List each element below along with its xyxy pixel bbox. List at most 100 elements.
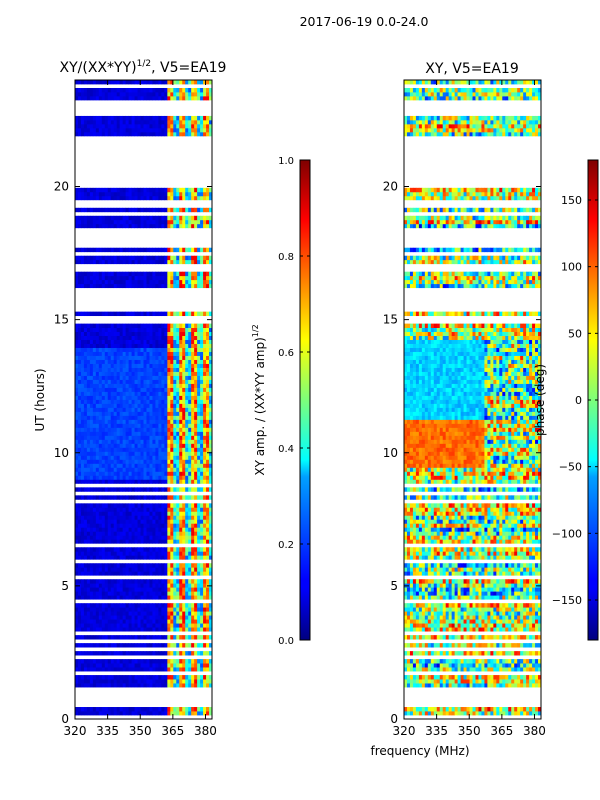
amplitude-cell (155, 475, 159, 480)
amplitude-cell (89, 407, 94, 412)
amplitude-cell (179, 219, 183, 225)
amplitude-cell (152, 395, 156, 400)
amplitude-cell (197, 191, 201, 197)
amplitude-cell (107, 187, 112, 193)
amplitude-cell (152, 411, 156, 416)
amplitude-cell (131, 535, 135, 540)
amplitude-cell (134, 611, 138, 616)
amplitude-cell (86, 531, 91, 536)
amplitude-cell (104, 403, 109, 408)
amplitude-cell (89, 679, 94, 684)
amplitude-cell (197, 595, 201, 600)
amplitude-cell (200, 583, 204, 588)
amplitude-cell (206, 611, 210, 616)
amplitude-cell (188, 123, 192, 129)
amplitude-cell (158, 583, 162, 588)
amplitude-cell (161, 643, 165, 648)
amplitude-cell (209, 603, 213, 608)
amplitude-cell (149, 511, 153, 516)
amplitude-cell (161, 247, 165, 253)
amplitude-cell (128, 127, 132, 133)
amplitude-cell (98, 375, 103, 380)
amplitude-cell (131, 427, 135, 432)
amplitude-cell (203, 419, 207, 424)
amplitude-cell (110, 659, 115, 664)
amplitude-cell (75, 711, 79, 716)
amplitude-cell (185, 219, 189, 225)
amplitude-cell (167, 347, 171, 352)
amplitude-cell (185, 427, 189, 432)
phase-cell (463, 707, 467, 712)
amplitude-cell (161, 555, 165, 560)
amplitude-cell (116, 579, 121, 584)
amplitude-cell (173, 443, 177, 448)
amplitude-cell (179, 531, 183, 536)
amplitude-cell (167, 131, 171, 137)
amplitude-cell (203, 283, 207, 289)
amplitude-cell (191, 219, 195, 225)
amplitude-cell (197, 487, 201, 492)
amplitude-cell (185, 283, 189, 289)
amplitude-cell (143, 615, 147, 620)
amplitude-cell (80, 439, 85, 444)
amplitude-cell (125, 711, 130, 716)
amplitude-cell (191, 123, 195, 129)
amplitude-cell (176, 455, 180, 460)
amplitude-cell (101, 191, 106, 197)
amplitude-cell (197, 127, 201, 133)
amplitude-cell (197, 519, 201, 524)
amplitude-cell (149, 495, 153, 500)
amplitude-cell (119, 279, 124, 285)
amplitude-cell (200, 375, 204, 380)
amplitude-cell (152, 619, 156, 624)
amplitude-cell (197, 391, 201, 396)
amplitude-cell (203, 339, 207, 344)
amplitude-cell (182, 683, 186, 688)
amplitude-cell (161, 395, 165, 400)
amplitude-cell (173, 627, 177, 632)
amplitude-cell (197, 403, 201, 408)
amplitude-cell (134, 679, 138, 684)
amplitude-cell (179, 567, 183, 572)
amplitude-cell (134, 419, 138, 424)
amplitude-cell (116, 495, 121, 500)
amplitude-cell (173, 87, 177, 93)
amplitude-cell (194, 459, 198, 464)
amplitude-cell (116, 519, 121, 524)
amplitude-cell (80, 375, 85, 380)
amplitude-cell (149, 547, 153, 552)
amplitude-cell (173, 619, 177, 624)
amplitude-cell (95, 80, 100, 85)
amplitude-cell (164, 335, 168, 340)
amplitude-cell (185, 80, 189, 85)
amplitude-cell (206, 455, 210, 460)
amplitude-cell (188, 427, 192, 432)
amplitude-cell (149, 80, 153, 85)
amplitude-cell (116, 407, 121, 412)
amplitude-cell (161, 535, 165, 540)
phase-cell (406, 707, 411, 712)
phase-cell (538, 711, 542, 716)
amplitude-cell (209, 115, 213, 121)
amplitude-cell (125, 551, 130, 556)
amplitude-cell (146, 195, 150, 201)
amplitude-cell (191, 331, 195, 336)
amplitude-cell (83, 603, 88, 608)
amplitude-cell (125, 187, 130, 193)
amplitude-cell (149, 591, 153, 596)
amplitude-cell (80, 675, 85, 680)
amplitude-cell (191, 627, 195, 632)
amplitude-cell (86, 91, 91, 97)
amplitude-cell (185, 595, 189, 600)
amplitude-cell (80, 643, 85, 648)
amplitude-cell (203, 439, 207, 444)
amplitude-cell (158, 423, 162, 428)
amplitude-cell (122, 579, 127, 584)
amplitude-cell (116, 507, 121, 512)
amplitude-cell (86, 279, 91, 285)
amplitude-cell (128, 219, 132, 225)
amplitude-cell (164, 379, 168, 384)
amplitude-cell (158, 607, 162, 612)
amplitude-cell (143, 87, 147, 93)
amplitude-cell (131, 375, 135, 380)
